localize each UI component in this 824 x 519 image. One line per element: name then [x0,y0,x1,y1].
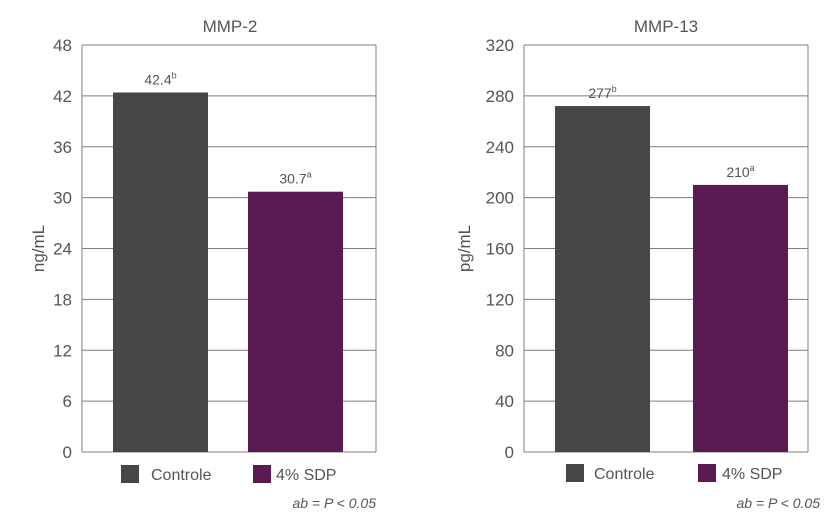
y-tick-label: 12 [53,341,72,360]
y-tick-label: 160 [486,240,514,259]
data-label: 42.4b [144,70,176,87]
y-tick-label: 280 [486,87,514,106]
bar-controle [113,92,208,452]
chart-title: MMP-2 [203,17,258,36]
legend-label: 4% SDP [276,467,336,484]
y-tick-label: 200 [486,189,514,208]
y-tick-label: 6 [63,392,72,411]
bar-4-sdp [248,191,343,453]
y-tick-label: 0 [63,443,72,462]
y-axis-label: pg/mL [455,225,474,272]
bar-controle [555,106,650,453]
legend-swatch [253,465,271,483]
bar-4-sdp [693,184,788,452]
y-tick-label: 18 [53,290,72,309]
y-tick-label: 24 [53,240,72,259]
y-tick-label: 30 [53,189,72,208]
y-tick-label: 120 [486,290,514,309]
y-tick-label: 36 [53,138,72,157]
legend-swatch [121,465,139,483]
legend-label: Controle [594,466,655,483]
y-tick-label: 42 [53,87,72,106]
chart-title: MMP-13 [634,17,698,36]
legend-swatch [698,464,716,482]
footnote: ab = P < 0.05 [736,495,820,511]
y-tick-label: 40 [495,392,514,411]
legend-swatch [566,464,584,482]
y-tick-label: 48 [53,36,72,55]
y-tick-label: 0 [505,443,514,462]
chart-panel-2: MMP-13 0 40 80 120 160 200 240 280 320 pg/mL 277b 21… [455,17,820,511]
legend-label: 4% SDP [722,466,782,483]
y-tick-label: 320 [486,36,514,55]
y-axis-label: ng/mL [29,225,48,272]
chart-panel-1: MMP-2 0 6 12 18 24 30 36 42 48 ng/mL 42.4b 30.7a Cont… [29,17,377,511]
data-label: 210a [726,163,754,180]
data-label: 277b [588,84,616,101]
legend-label: Controle [151,467,212,484]
y-tick-label: 80 [495,341,514,360]
y-tick-label: 240 [486,138,514,157]
data-label: 30.7a [279,170,311,187]
footnote: ab = P < 0.05 [292,495,376,511]
